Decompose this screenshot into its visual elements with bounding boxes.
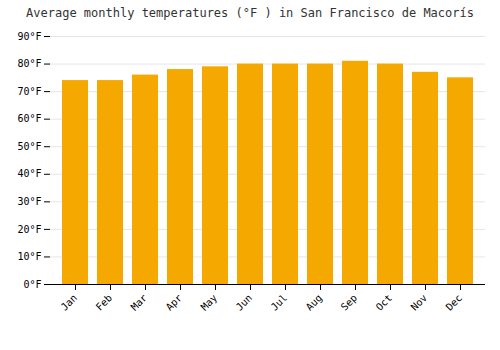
svg-text:Nov: Nov <box>409 292 430 313</box>
svg-text:Oct: Oct <box>374 292 395 313</box>
svg-text:80°F: 80°F <box>17 58 41 69</box>
svg-text:50°F: 50°F <box>17 141 41 152</box>
svg-text:Jun: Jun <box>234 292 255 313</box>
svg-text:70°F: 70°F <box>17 86 41 97</box>
svg-text:0°F: 0°F <box>23 279 41 290</box>
svg-text:Jul: Jul <box>269 292 290 313</box>
svg-text:40°F: 40°F <box>17 168 41 179</box>
svg-text:Apr: Apr <box>164 292 185 313</box>
svg-text:Dec: Dec <box>444 292 465 313</box>
svg-text:Feb: Feb <box>94 292 115 313</box>
svg-text:10°F: 10°F <box>17 251 41 262</box>
svg-text:60°F: 60°F <box>17 113 41 124</box>
svg-text:Jan: Jan <box>59 292 80 313</box>
svg-text:Sep: Sep <box>339 292 360 313</box>
svg-text:Aug: Aug <box>304 292 325 313</box>
svg-text:Mar: Mar <box>129 292 150 313</box>
svg-text:30°F: 30°F <box>17 196 41 207</box>
svg-text:90°F: 90°F <box>17 31 41 42</box>
html-text:Average monthly temperatures (: Average monthly temperatures (°F ) in Sa… <box>26 6 474 20</box>
svg-text:May: May <box>199 292 220 313</box>
svg-text:20°F: 20°F <box>17 224 41 235</box>
